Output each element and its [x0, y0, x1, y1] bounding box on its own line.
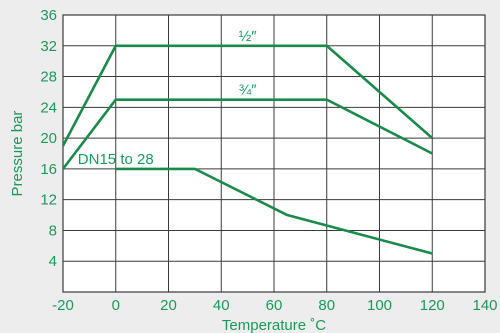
- series-lines: [61, 44, 434, 255]
- series-labels: ½″ ¾″ DN15 to 28: [78, 28, 257, 168]
- series-label-2: DN15 to 28: [78, 151, 154, 168]
- x-tick-label: 140: [472, 297, 497, 314]
- y-axis-title: Pressure bar: [9, 111, 26, 197]
- series-label-1: ¾″: [239, 82, 258, 99]
- y-tick-label: 8: [49, 222, 57, 239]
- plot-frame: [62, 14, 486, 293]
- y-tick-label: 16: [40, 161, 57, 178]
- y-tick-label: 20: [40, 130, 57, 147]
- x-tick-label: 20: [160, 297, 177, 314]
- x-tick-label: 60: [266, 297, 283, 314]
- y-tick-label: 32: [40, 38, 57, 55]
- x-tick-label: 40: [213, 297, 230, 314]
- series-line-0: [61, 44, 434, 147]
- y-tick-label: 4: [49, 253, 57, 270]
- y-tick-label: 12: [40, 192, 57, 209]
- series-label-0: ½″: [239, 28, 258, 45]
- x-tick-label: -20: [52, 297, 74, 314]
- series-line-2: [115, 167, 433, 255]
- x-tick-label: 120: [420, 297, 445, 314]
- tick-labels: -20 0 20 40 60 80 100 120 140 4 8 12 16 20 24 28 32 36: [40, 7, 497, 314]
- y-tick-label: 24: [40, 99, 57, 116]
- series-line-1: [61, 98, 433, 170]
- x-axis-title: Temperature ˚C: [222, 317, 326, 333]
- y-tick-label: 28: [40, 69, 57, 86]
- y-tick-label: 36: [40, 7, 57, 24]
- x-tick-label: 0: [112, 297, 120, 314]
- x-tick-label: 80: [318, 297, 335, 314]
- x-tick-label: 100: [367, 297, 392, 314]
